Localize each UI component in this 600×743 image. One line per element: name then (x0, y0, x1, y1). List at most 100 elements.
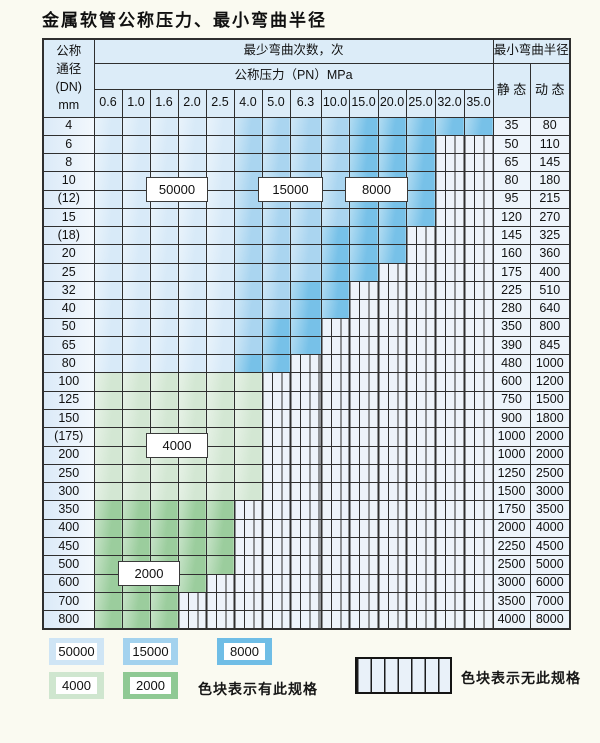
static-radius-cell: 480 (492, 354, 531, 374)
no-spec-cell (261, 372, 291, 392)
no-spec-cell (377, 317, 407, 337)
pn-column-header: 25.0 (405, 88, 436, 118)
spec-cell (205, 244, 235, 264)
spec-cell (121, 226, 151, 246)
spec-cell (205, 445, 235, 465)
dn-cell: 25 (42, 262, 95, 283)
spec-cell (320, 226, 350, 246)
no-spec-cell (289, 372, 322, 392)
no-spec-cell (434, 390, 465, 411)
spec-cell (121, 299, 151, 319)
dn-cell: (12) (42, 189, 95, 209)
dn-cell: 10 (42, 171, 95, 191)
no-spec-cell (289, 610, 322, 630)
spec-cell (320, 116, 350, 136)
no-spec-cell (463, 134, 494, 155)
spec-cell (121, 408, 151, 429)
dn-cell: 250 (42, 463, 95, 484)
legend-swatch-8000: 8000 (217, 638, 272, 665)
spec-cell (93, 116, 123, 136)
spec-cell (289, 281, 322, 301)
spec-cell (205, 536, 235, 557)
dn-cell: 500 (42, 555, 95, 575)
no-spec-cell (405, 518, 436, 538)
spec-cell (261, 299, 291, 319)
spec-cell (177, 226, 207, 246)
no-spec-cell (233, 500, 263, 520)
no-spec-cell (463, 390, 494, 411)
static-radius-cell: 120 (492, 207, 531, 228)
spec-cell (205, 262, 235, 283)
no-spec-cell (434, 153, 465, 173)
spec-cell (177, 372, 207, 392)
dn-cell: 600 (42, 573, 95, 593)
no-spec-cell (434, 244, 465, 264)
dn-cell: 300 (42, 482, 95, 502)
no-spec-cell (289, 445, 322, 465)
spec-cell (233, 281, 263, 301)
spec-cell (434, 116, 465, 136)
dynamic-radius-cell: 1500 (529, 390, 571, 411)
dynamic-header: 动 态 (529, 62, 571, 118)
spec-cell (405, 189, 436, 209)
spec-cell (121, 134, 151, 155)
dynamic-radius-cell: 5000 (529, 555, 571, 575)
no-spec-cell (434, 134, 465, 155)
dynamic-radius-cell: 1200 (529, 372, 571, 392)
spec-cell (233, 354, 263, 374)
no-spec-cell (434, 171, 465, 191)
legend-swatch-50000: 50000 (49, 638, 104, 665)
no-spec-cell (434, 445, 465, 465)
spec-cell (377, 153, 407, 173)
no-spec-cell (348, 463, 379, 484)
no-spec-cell (261, 573, 291, 593)
no-spec-cell (405, 299, 436, 319)
pn-column-header: 15.0 (348, 88, 379, 118)
spec-table: 公称 通径 (DN) mm 最少弯曲次数，次 最小弯曲半径 公称压力（PN）MPa 静 态动 … (42, 38, 571, 630)
spec-cell (93, 226, 123, 246)
no-spec-cell (405, 317, 436, 337)
no-spec-cell (377, 427, 407, 447)
spec-cell (233, 226, 263, 246)
spec-cell (205, 354, 235, 374)
dynamic-radius-cell: 1800 (529, 408, 571, 429)
spec-cell (177, 463, 207, 484)
dn-cell: 125 (42, 390, 95, 411)
spec-cell (405, 116, 436, 136)
spec-cell (205, 226, 235, 246)
pn-column-header: 1.0 (121, 88, 151, 118)
no-spec-cell (348, 555, 379, 575)
spec-cell (261, 244, 291, 264)
dn-cell: 40 (42, 299, 95, 319)
no-spec-cell (463, 408, 494, 429)
dn-cell: 15 (42, 207, 95, 228)
no-spec-cell (434, 610, 465, 630)
no-spec-cell (434, 573, 465, 593)
no-spec-cell (377, 610, 407, 630)
no-spec-cell (434, 317, 465, 337)
dynamic-radius-cell: 400 (529, 262, 571, 283)
spec-cell (205, 299, 235, 319)
spec-cell (177, 390, 207, 411)
spec-table-wrap: 公称 通径 (DN) mm 最少弯曲次数，次 最小弯曲半径 公称压力（PN）MPa 静 态动 … (42, 38, 571, 630)
dynamic-radius-cell: 640 (529, 299, 571, 319)
no-spec-cell (434, 463, 465, 484)
no-spec-cell (348, 390, 379, 411)
spec-cell (93, 555, 123, 575)
dn-header-line: (DN) (55, 80, 82, 95)
spec-cell (463, 116, 494, 136)
no-spec-cell (233, 573, 263, 593)
legend-has-spec-text: 色块表示有此规格 (198, 681, 318, 697)
spec-cell (377, 207, 407, 228)
spec-cell (377, 244, 407, 264)
no-spec-cell (348, 354, 379, 374)
spec-cell (233, 299, 263, 319)
spec-cell (121, 335, 151, 356)
no-spec-cell (320, 317, 350, 337)
spec-cell (320, 171, 350, 191)
no-spec-cell (434, 354, 465, 374)
spec-cell (93, 372, 123, 392)
no-spec-cell (405, 335, 436, 356)
dynamic-radius-cell: 2500 (529, 463, 571, 484)
spec-cell (405, 153, 436, 173)
